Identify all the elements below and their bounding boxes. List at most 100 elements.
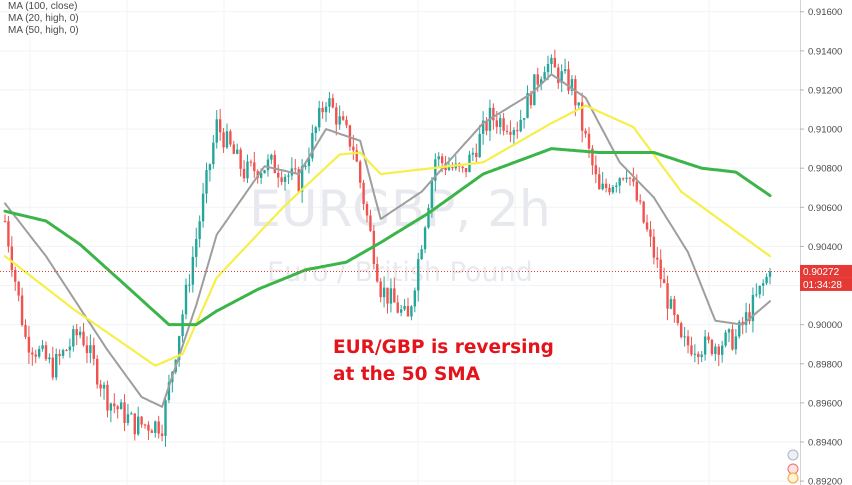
candle-body	[123, 402, 126, 423]
axis-tick-label: 0.89200	[808, 477, 842, 485]
candle-body	[642, 201, 645, 223]
candle-body	[413, 290, 417, 307]
candle-down	[75, 323, 78, 346]
candle-up	[338, 105, 341, 130]
candle-body	[410, 306, 413, 317]
candle-body	[113, 403, 116, 407]
candle-down	[673, 295, 676, 323]
candle-body	[96, 358, 99, 385]
candle-up	[618, 177, 621, 194]
candle-down	[239, 147, 242, 177]
legend-ma100[interactable]: MA (100, close)	[8, 1, 78, 12]
candle-body	[502, 118, 505, 131]
candle-down	[277, 164, 280, 188]
candle-up	[478, 124, 481, 159]
candle-body	[328, 98, 331, 107]
grid-lines	[0, 0, 800, 485]
candle-down	[51, 346, 55, 381]
candle-body	[154, 421, 157, 433]
candle-body	[177, 336, 181, 360]
axis-tick-label: 0.90000	[808, 320, 842, 331]
candle-body	[65, 350, 68, 352]
price-axis[interactable]: 0.91600 0.91400 0.91200 0.91000 0.90800 0.906…	[800, 0, 852, 485]
candle-up	[611, 184, 615, 195]
candle-down	[358, 159, 362, 189]
axis-tick-label: 0.91400	[808, 46, 842, 57]
candle-body	[625, 177, 628, 179]
candle-body	[164, 400, 167, 436]
event-icons[interactable]	[787, 449, 799, 484]
candle-down	[461, 165, 464, 173]
candle-body	[611, 186, 615, 193]
candle-down	[92, 337, 95, 366]
candle-down	[20, 287, 24, 327]
moving-averages	[3, 73, 772, 408]
candle-body	[403, 306, 406, 310]
candle-down	[143, 423, 147, 429]
candle-down	[659, 249, 662, 288]
candle-body	[102, 384, 106, 389]
candle-body	[3, 220, 7, 222]
candle-body	[516, 130, 519, 132]
candle-up	[314, 125, 317, 142]
candle-down	[621, 177, 625, 181]
candle-up	[102, 381, 106, 400]
candle-body	[697, 353, 700, 358]
candle-body	[744, 312, 748, 325]
candle-up	[560, 64, 563, 93]
candle-body	[676, 314, 679, 324]
candle-body	[447, 167, 451, 171]
candle-up	[41, 340, 44, 352]
candle-body	[580, 102, 584, 131]
candle-body	[109, 403, 113, 411]
candle-body	[85, 345, 89, 354]
candle-body	[27, 336, 31, 353]
candle-body	[376, 264, 379, 282]
candle-up	[136, 406, 140, 436]
candle-down	[690, 336, 693, 357]
candle-up	[768, 267, 772, 285]
candle-up	[61, 348, 65, 359]
candle-body	[304, 166, 307, 168]
candle-body	[690, 345, 693, 355]
candle-body	[608, 187, 611, 193]
legend-ma50[interactable]: MA (50, high, 0)	[8, 25, 79, 36]
candle-down	[345, 115, 348, 129]
candle-body	[160, 433, 164, 436]
candle-down	[598, 167, 601, 190]
candle-body	[345, 119, 348, 126]
candle-up	[420, 245, 423, 261]
axis-tick-label: 0.91600	[808, 7, 842, 18]
candle-down	[505, 124, 509, 135]
candle-body	[307, 158, 311, 167]
ma100-line	[3, 147, 772, 327]
candle-up	[758, 285, 761, 299]
candle-body	[594, 165, 598, 175]
candle-body	[239, 149, 242, 169]
candle-body	[437, 156, 440, 160]
legend-ma20[interactable]: MA (20, high, 0)	[8, 13, 79, 24]
candle-body	[341, 116, 345, 120]
candle-up	[427, 204, 430, 229]
candle-down	[147, 421, 150, 440]
candle-body	[212, 142, 215, 165]
candle-body	[406, 306, 410, 317]
candle-body	[75, 329, 78, 336]
candle-body	[294, 168, 297, 170]
candle-down	[31, 347, 34, 366]
candle-down	[160, 424, 164, 442]
candle-body	[666, 283, 669, 309]
event-icon[interactable]	[787, 472, 799, 484]
candle-body	[485, 120, 488, 131]
candle-body	[37, 348, 41, 357]
candle-body	[222, 132, 225, 148]
event-icon[interactable]	[787, 449, 799, 461]
candle-body	[700, 354, 703, 358]
candle-body	[717, 346, 720, 355]
candle-body	[72, 329, 75, 347]
candle-body	[31, 352, 34, 355]
axis-tick-label: 0.89400	[808, 437, 842, 448]
candle-down	[65, 349, 68, 352]
candle-body	[751, 294, 755, 322]
